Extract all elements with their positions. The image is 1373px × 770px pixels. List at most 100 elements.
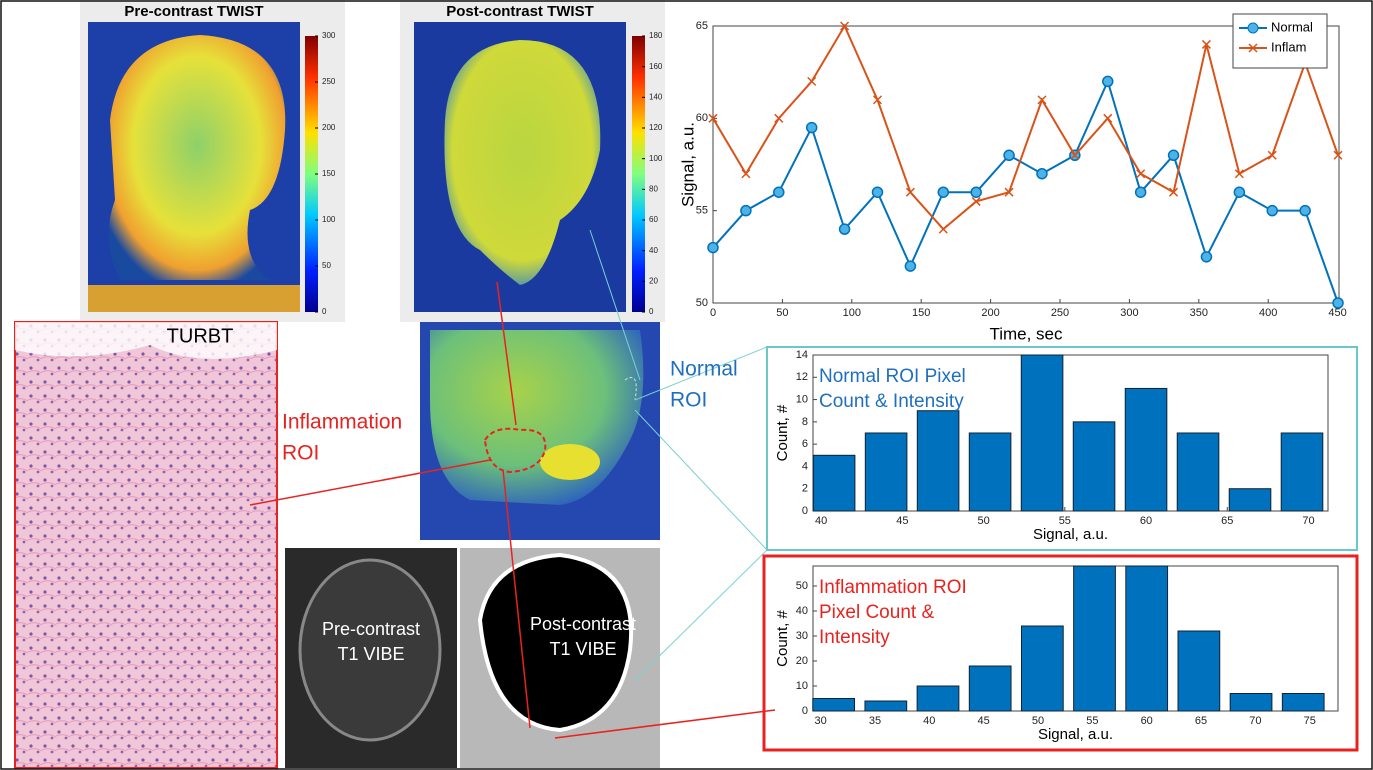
- y-tick-label: 50: [696, 297, 708, 309]
- panel-label: T1 VIBE: [337, 644, 404, 664]
- y-tick-label: 2: [802, 483, 808, 495]
- marker: [1004, 150, 1014, 160]
- marker: [840, 224, 850, 234]
- colorbar-tick-label: 50: [322, 261, 331, 270]
- marker: [1136, 187, 1146, 197]
- colorbar-tick-label: 0: [322, 307, 327, 316]
- roi-label: ROI: [282, 442, 319, 465]
- colorbar-tick-label: 20: [649, 276, 658, 285]
- colorbar-tick-label: 100: [322, 215, 336, 224]
- y-tick-label: 6: [802, 438, 808, 450]
- colorbar-tick-label: 180: [649, 31, 663, 40]
- y-axis-label: Count, #: [774, 609, 791, 666]
- chart-title: Inflammation ROI: [819, 577, 967, 598]
- panel-title: Pre-contrast TWIST: [124, 3, 263, 20]
- y-tick-label: 10: [796, 680, 808, 692]
- marker: [971, 187, 981, 197]
- x-tick-label: 200: [981, 307, 999, 319]
- marker: [872, 187, 882, 197]
- colorbar: [632, 36, 645, 312]
- legend-label: Normal: [1271, 19, 1313, 34]
- x-tick-label: 60: [1141, 715, 1153, 727]
- marker: [1234, 187, 1244, 197]
- bar: [1021, 355, 1063, 511]
- bar: [969, 666, 1011, 711]
- panel-label: Pre-contrast: [322, 619, 420, 639]
- chart-title: Count & Intensity: [819, 391, 964, 412]
- y-tick-label: 40: [796, 605, 808, 617]
- x-tick-label: 150: [912, 307, 930, 319]
- y-tick-label: 0: [802, 505, 808, 517]
- bar: [865, 433, 907, 511]
- bar: [813, 455, 855, 511]
- y-tick-label: 30: [796, 630, 808, 642]
- x-tick-label: 50: [776, 307, 788, 319]
- x-tick-label: 250: [1051, 307, 1069, 319]
- marker: [708, 243, 718, 253]
- marker: [1169, 150, 1179, 160]
- colorbar-tick-label: 160: [649, 62, 663, 71]
- x-tick-label: 300: [1120, 307, 1138, 319]
- bar: [969, 433, 1011, 511]
- turbt-image: [15, 322, 277, 768]
- colorbar-tick-label: 250: [322, 77, 336, 86]
- y-axis-label: Count, #: [774, 404, 791, 461]
- y-tick-label: 14: [796, 349, 808, 361]
- x-axis-label: Signal, a.u.: [1033, 526, 1108, 543]
- marker: [774, 187, 784, 197]
- x-tick-label: 350: [1190, 307, 1208, 319]
- y-tick-label: 55: [696, 205, 708, 217]
- legend-label: Inflam: [1271, 39, 1306, 54]
- tissue-band: [88, 285, 300, 312]
- y-tick-label: 12: [796, 371, 808, 383]
- chart-title: Intensity: [819, 627, 890, 648]
- y-tick-label: 65: [696, 20, 708, 32]
- marker: [1333, 298, 1343, 308]
- chart-title: Pixel Count &: [819, 602, 934, 623]
- x-tick-label: 45: [896, 515, 908, 527]
- panel-title: Post-contrast TWIST: [446, 3, 594, 20]
- x-axis-label: Signal, a.u.: [1038, 726, 1113, 743]
- x-tick-label: 0: [710, 307, 716, 319]
- x-tick-label: 400: [1259, 307, 1277, 319]
- x-tick-label: 40: [815, 515, 827, 527]
- y-tick-label: 50: [796, 580, 808, 592]
- marker: [741, 206, 751, 216]
- marker: [938, 187, 948, 197]
- roi-label: Normal: [670, 358, 738, 381]
- x-tick-label: 65: [1221, 515, 1233, 527]
- y-tick-label: 8: [802, 416, 808, 428]
- marker: [1267, 206, 1277, 216]
- colorbar-tick-label: 60: [649, 215, 658, 224]
- y-tick-label: 10: [796, 393, 808, 405]
- x-tick-label: 70: [1302, 515, 1314, 527]
- colorbar-tick-label: 140: [649, 92, 663, 101]
- y-tick-label: 20: [796, 655, 808, 667]
- x-tick-label: 40: [923, 715, 935, 727]
- colorbar-tick-label: 200: [322, 123, 336, 132]
- bar: [1178, 631, 1220, 711]
- y-tick-label: 0: [802, 705, 808, 717]
- bar: [917, 686, 959, 711]
- enhancement: [540, 444, 600, 480]
- y-axis-label: Signal, a.u.: [678, 122, 697, 207]
- bar: [1282, 694, 1324, 712]
- y-tick-label: 60: [696, 112, 708, 124]
- colorbar-tick-label: 0: [649, 307, 654, 316]
- marker: [1300, 206, 1310, 216]
- x-tick-label: 50: [977, 515, 989, 527]
- y-tick-label: 4: [802, 460, 808, 472]
- x-axis-label: Time, sec: [989, 324, 1063, 343]
- bar: [1230, 694, 1272, 712]
- colorbar-tick-label: 40: [649, 246, 658, 255]
- x-tick-label: 65: [1195, 715, 1207, 727]
- legend-marker: [1248, 23, 1258, 33]
- marker: [905, 261, 915, 271]
- chart-title: Normal ROI Pixel: [819, 366, 966, 387]
- bar: [1074, 566, 1116, 711]
- x-tick-label: 45: [978, 715, 990, 727]
- bar: [1126, 566, 1168, 711]
- roi-label: Inflammation: [282, 411, 402, 434]
- colorbar-tick-label: 80: [649, 184, 658, 193]
- bar: [1229, 489, 1271, 511]
